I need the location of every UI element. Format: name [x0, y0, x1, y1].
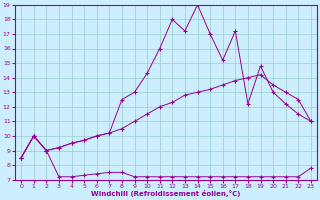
X-axis label: Windchill (Refroidissement éolien,°C): Windchill (Refroidissement éolien,°C)	[91, 190, 241, 197]
